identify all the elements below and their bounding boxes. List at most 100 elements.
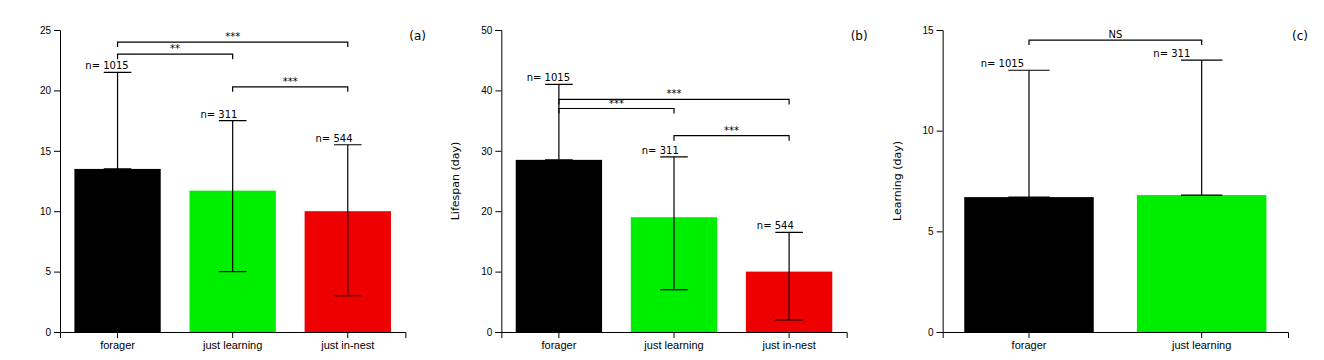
error-cap-bottom bbox=[660, 289, 688, 290]
significance-label: *** bbox=[283, 76, 298, 87]
n-label: n= 1015 bbox=[85, 60, 128, 71]
y-tick-mark bbox=[495, 211, 501, 212]
y-tick: 15 bbox=[923, 25, 943, 36]
x-tick-label: just in-nest bbox=[320, 339, 374, 351]
significance-label: *** bbox=[225, 31, 240, 42]
y-tick-label: 15 bbox=[40, 146, 52, 157]
x-tick-label: forager bbox=[100, 339, 135, 351]
y-axis: 01020304050 bbox=[481, 25, 502, 338]
labels: NSn= 1015n= 311(c)Learning (day) bbox=[891, 29, 1308, 221]
y-tick-mark bbox=[937, 231, 943, 232]
significance-bracket bbox=[118, 54, 233, 59]
error-bar bbox=[789, 232, 790, 320]
n-label: n= 1015 bbox=[981, 58, 1024, 69]
y-tick-label: 0 bbox=[487, 327, 493, 338]
error-bar bbox=[347, 145, 348, 296]
x-tick-mark bbox=[117, 332, 118, 338]
x-tick: just learning bbox=[1171, 332, 1231, 351]
significance-bracket bbox=[1029, 40, 1202, 45]
bar bbox=[964, 197, 1094, 332]
x-tick: forager bbox=[541, 332, 576, 351]
x-axis: forager just learning just in-nest bbox=[61, 332, 406, 351]
n-label: n= 1015 bbox=[527, 72, 570, 83]
error-cap-top bbox=[104, 72, 132, 73]
y-tick: 30 bbox=[481, 146, 501, 157]
labels: *********n= 1015n= 311n= 544(b)Lifespan … bbox=[449, 29, 867, 231]
error-cap-top bbox=[545, 84, 573, 85]
labels: ********n= 1015n= 311n= 544(a) bbox=[85, 29, 426, 144]
y-axis: 0 5 10 15 bbox=[923, 25, 944, 338]
x-tick-mark bbox=[789, 332, 790, 338]
x-tick: just learning bbox=[643, 332, 703, 351]
y-tick: 10 bbox=[40, 206, 60, 217]
x-tick-mark bbox=[347, 332, 348, 338]
y-tick: 20 bbox=[40, 85, 60, 96]
y-tick: 10 bbox=[923, 125, 943, 136]
error-cap-bottom bbox=[1181, 194, 1222, 195]
n-label: n= 544 bbox=[757, 220, 794, 231]
y-tick-mark bbox=[495, 30, 501, 31]
significance-bracket bbox=[118, 42, 348, 47]
y-tick-label: 20 bbox=[40, 85, 52, 96]
significance-label: *** bbox=[609, 98, 624, 109]
y-tick-mark bbox=[495, 151, 501, 152]
error-cap-bottom bbox=[545, 159, 573, 160]
plot-area bbox=[964, 40, 1266, 332]
significance-bracket bbox=[233, 87, 348, 92]
figure: 0 5 10 15 20 25 forager just learning just in-ne… bbox=[0, 0, 1324, 360]
y-tick-label: 10 bbox=[481, 266, 493, 277]
n-label: n= 311 bbox=[200, 109, 237, 120]
error-cap-top bbox=[219, 120, 247, 121]
x-tick: just in-nest bbox=[762, 332, 816, 351]
y-tick-mark bbox=[495, 272, 501, 273]
y-tick-label: 15 bbox=[923, 25, 935, 36]
y-tick: 25 bbox=[40, 25, 60, 36]
significance-label: *** bbox=[724, 125, 739, 136]
y-tick-mark bbox=[54, 272, 60, 273]
x-axis: forager just learning just in-nest bbox=[502, 332, 847, 351]
error-cap-top bbox=[1008, 70, 1049, 71]
plot-area bbox=[516, 84, 833, 332]
y-tick-label: 10 bbox=[923, 125, 935, 136]
y-tick-label: 10 bbox=[40, 206, 52, 217]
error-bar bbox=[558, 84, 559, 160]
n-label: n= 311 bbox=[642, 145, 679, 156]
panel-label: (a) bbox=[409, 29, 426, 43]
n-label: n= 311 bbox=[1153, 48, 1190, 59]
significance-label: *** bbox=[667, 88, 682, 99]
y-tick: 20 bbox=[481, 206, 501, 217]
x-axis-line bbox=[61, 333, 406, 339]
significance-bracket bbox=[674, 136, 789, 141]
error-bar bbox=[1028, 70, 1029, 197]
x-tick: forager bbox=[1012, 332, 1047, 351]
panel: 01020304050foragerjust learningjust in-n… bbox=[449, 25, 867, 351]
x-axis-line bbox=[943, 333, 1288, 339]
error-cap-top bbox=[660, 156, 688, 157]
y-tick-mark bbox=[495, 332, 501, 333]
bar bbox=[1137, 195, 1267, 332]
error-cap-top bbox=[334, 144, 362, 145]
y-tick-label: 5 bbox=[928, 226, 934, 237]
y-axis-title: Learning (day) bbox=[891, 141, 904, 221]
y-tick: 5 bbox=[45, 266, 60, 277]
significance-bracket bbox=[559, 109, 674, 114]
significance-label: ** bbox=[170, 43, 180, 54]
y-tick: 0 bbox=[928, 327, 943, 338]
n-label: n= 544 bbox=[316, 133, 353, 144]
y-tick: 50 bbox=[481, 25, 501, 36]
error-bar bbox=[117, 72, 118, 169]
y-tick-label: 20 bbox=[481, 206, 493, 217]
x-tick-label: just learning bbox=[202, 339, 262, 351]
error-bar bbox=[232, 121, 233, 272]
error-bar bbox=[1201, 60, 1202, 195]
panel-label: (c) bbox=[1292, 29, 1308, 43]
y-tick-mark bbox=[937, 30, 943, 31]
x-tick-label: just learning bbox=[1171, 339, 1231, 351]
y-tick-mark bbox=[495, 90, 501, 91]
x-tick-label: forager bbox=[541, 339, 576, 351]
y-tick: 10 bbox=[481, 266, 501, 277]
y-axis-title: Lifespan (day) bbox=[449, 142, 462, 221]
panel: 0510152025foragerjust learningjust in-ne… bbox=[40, 25, 426, 351]
error-cap-top bbox=[775, 232, 803, 233]
error-cap-bottom bbox=[104, 168, 132, 169]
